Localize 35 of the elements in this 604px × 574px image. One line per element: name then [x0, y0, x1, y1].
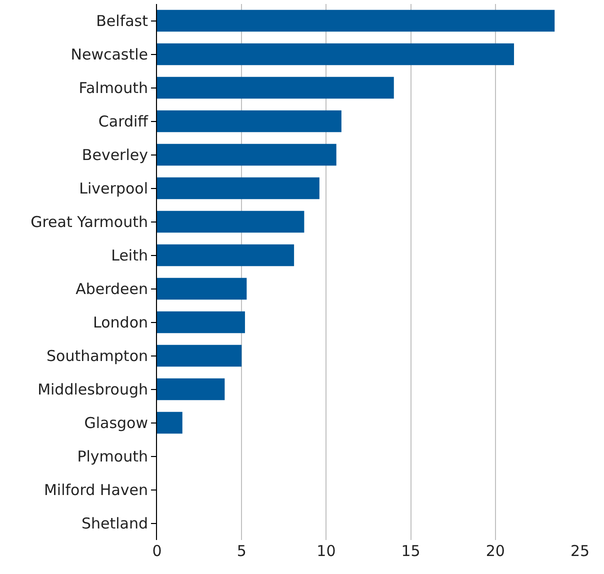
x-tick-label: 15 — [401, 542, 420, 560]
y-tick-label: Belfast — [96, 12, 148, 30]
bar — [157, 144, 336, 166]
x-tick-label: 25 — [570, 542, 590, 560]
y-tick-label: Cardiff — [98, 112, 149, 130]
bar — [157, 43, 514, 66]
y-tick-label: Falmouth — [78, 79, 148, 97]
bar — [157, 311, 245, 334]
y-tick-label: Aberdeen — [76, 280, 148, 298]
bar — [157, 10, 555, 32]
y-tick-label: London — [93, 314, 148, 332]
bar — [157, 278, 247, 300]
y-tick-label: Newcastle — [70, 46, 148, 64]
y-tick-label: Southampton — [46, 347, 148, 365]
y-tick-label: Leith — [111, 246, 148, 264]
y-tick-label: Middlesbrough — [38, 380, 148, 398]
y-tick-label: Plymouth — [77, 448, 148, 466]
x-tick-label: 5 — [236, 542, 246, 560]
x-tick-label: 0 — [152, 542, 162, 560]
bar — [157, 76, 394, 99]
bar — [157, 344, 242, 367]
bar — [157, 210, 304, 233]
y-tick-label: Beverley — [82, 146, 148, 164]
y-tick-label: Shetland — [81, 514, 148, 532]
x-tick-label: 20 — [486, 542, 505, 560]
bar — [157, 412, 182, 434]
y-tick-label: Liverpool — [79, 180, 148, 198]
y-tick-label: Milford Haven — [44, 481, 148, 499]
y-tick-label: Great Yarmouth — [30, 213, 148, 231]
bar — [157, 244, 294, 266]
bar — [157, 110, 342, 132]
bar — [157, 177, 320, 200]
x-tick-label: 10 — [316, 542, 336, 560]
y-tick-label: Glasgow — [84, 414, 148, 432]
bar — [157, 378, 225, 400]
